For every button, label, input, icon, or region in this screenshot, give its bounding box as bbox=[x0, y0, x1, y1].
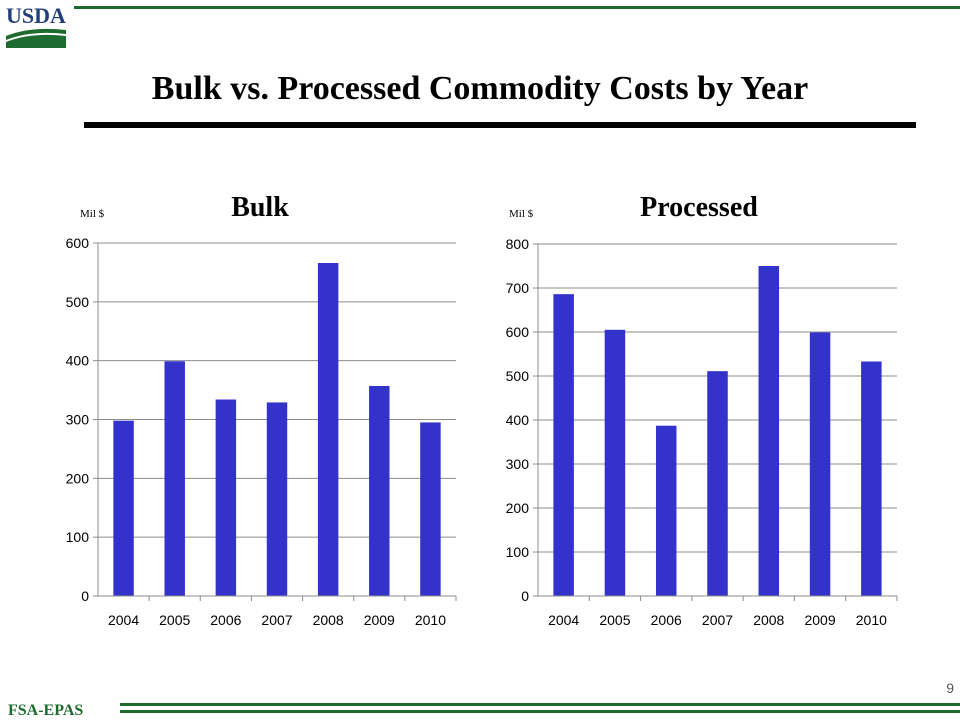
bar-2004 bbox=[113, 420, 134, 596]
x-tick-label: 2006 bbox=[651, 612, 682, 628]
processed-chart: Processed Mil $ 0 100 200 300 400 500 600 700 800 2… bbox=[506, 192, 898, 628]
y-tick-label: 300 bbox=[506, 456, 530, 472]
bar-2008 bbox=[317, 263, 339, 596]
x-tick-label: 2007 bbox=[261, 612, 292, 628]
x-tick-label: 2005 bbox=[599, 612, 630, 628]
y-axis-unit: Mil $ bbox=[509, 208, 534, 220]
y-tick-label: 800 bbox=[506, 236, 530, 252]
bar-2007 bbox=[266, 402, 288, 596]
x-tick-label: 2006 bbox=[210, 612, 241, 628]
y-tick-label: 500 bbox=[506, 368, 530, 384]
bar-2005 bbox=[164, 361, 185, 596]
x-tick-label: 2005 bbox=[159, 612, 190, 628]
footer-label: FSA-EPAS bbox=[8, 702, 84, 719]
y-tick-label: 200 bbox=[506, 500, 530, 516]
y-tick-label: 200 bbox=[66, 470, 90, 486]
bar-2008 bbox=[758, 266, 780, 596]
footer-rule-top bbox=[120, 703, 960, 706]
x-tick-label: 2008 bbox=[753, 612, 784, 628]
bar-2009 bbox=[809, 332, 831, 596]
x-tick-label: 2010 bbox=[415, 612, 446, 628]
title-underline bbox=[84, 122, 916, 128]
bar-2004 bbox=[553, 294, 574, 596]
bulk-chart: Bulk Mil $ 0 100 200 300 400 500 600 2004 2005 2006… bbox=[66, 192, 457, 628]
y-tick-label: 600 bbox=[66, 235, 90, 251]
x-tick-label: 2004 bbox=[108, 612, 139, 628]
x-tick-label: 2009 bbox=[364, 612, 395, 628]
x-tick-label: 2010 bbox=[856, 612, 887, 628]
usda-logo-text: USDA bbox=[6, 3, 66, 28]
usda-logo: USDA bbox=[6, 4, 66, 48]
y-tick-label: 700 bbox=[506, 280, 530, 296]
bar-2010 bbox=[861, 361, 882, 596]
bar-2006 bbox=[215, 399, 237, 596]
y-axis-unit: Mil $ bbox=[80, 208, 105, 220]
y-tick-label: 0 bbox=[521, 588, 529, 604]
y-tick-label: 0 bbox=[81, 588, 89, 604]
x-tick-label: 2007 bbox=[702, 612, 733, 628]
chart-title: Bulk bbox=[231, 192, 289, 223]
bar-2010 bbox=[420, 422, 441, 596]
page-number: 9 bbox=[946, 680, 954, 696]
x-tick-label: 2009 bbox=[804, 612, 835, 628]
y-tick-label: 100 bbox=[506, 544, 530, 560]
usda-field-icon bbox=[6, 28, 66, 48]
bar-2009 bbox=[369, 385, 390, 596]
y-tick-label: 400 bbox=[506, 412, 530, 428]
y-tick-label: 600 bbox=[506, 324, 530, 340]
bar-2006 bbox=[655, 425, 677, 596]
y-tick-label: 300 bbox=[66, 412, 90, 428]
y-tick-label: 400 bbox=[66, 353, 90, 369]
footer-rule-bottom bbox=[120, 710, 960, 713]
bar-2005 bbox=[604, 329, 626, 596]
page-title: Bulk vs. Processed Commodity Costs by Ye… bbox=[151, 70, 809, 107]
header-rule bbox=[74, 6, 960, 9]
bar-2007 bbox=[707, 371, 728, 596]
y-tick-label: 500 bbox=[66, 294, 90, 310]
y-tick-label: 100 bbox=[66, 529, 90, 545]
chart-title: Processed bbox=[640, 192, 758, 223]
x-tick-label: 2004 bbox=[548, 612, 579, 628]
x-tick-label: 2008 bbox=[313, 612, 344, 628]
